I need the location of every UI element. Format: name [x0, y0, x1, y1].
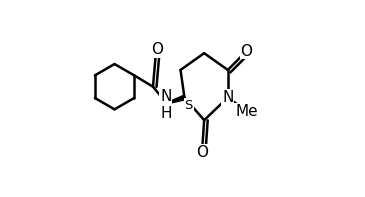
Polygon shape [166, 95, 185, 104]
Text: O: O [196, 145, 208, 160]
Text: S: S [185, 99, 193, 112]
Text: O: O [241, 44, 253, 59]
Text: O: O [151, 42, 163, 57]
Text: Me: Me [235, 104, 258, 119]
Text: N: N [222, 90, 234, 105]
Text: N
H: N H [160, 89, 172, 121]
